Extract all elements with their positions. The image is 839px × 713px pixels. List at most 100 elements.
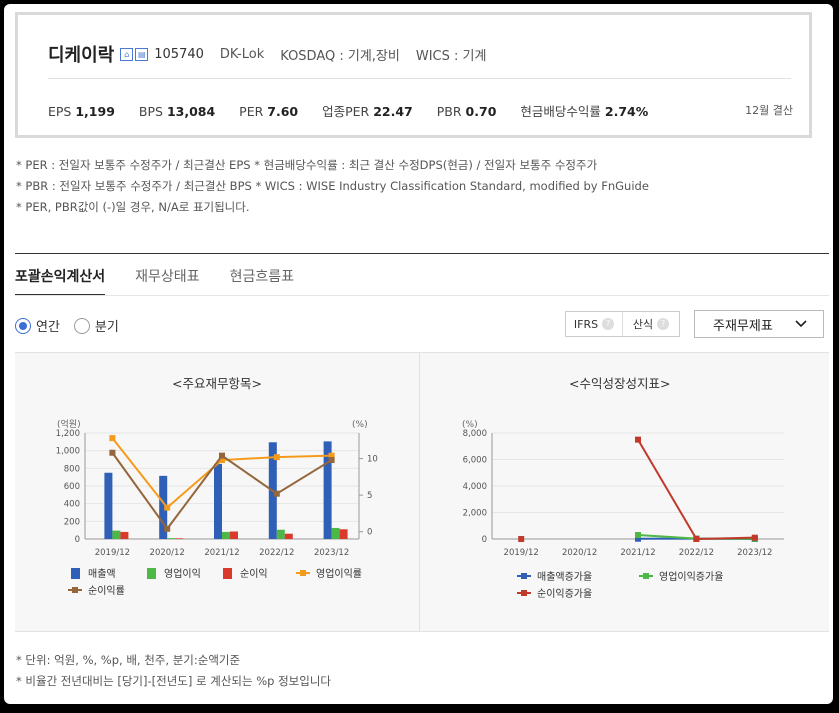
chart1-title: <주요재무항목> [172, 376, 262, 391]
panel-divider [419, 353, 420, 631]
note-line: * PER, PBR값이 (-)일 경우, N/A로 표기됩니다. [16, 200, 250, 214]
ir-icon[interactable]: ▤ [135, 47, 149, 61]
line-순이익증가율 [637, 439, 755, 541]
y-tick-label: 1,200 [56, 429, 80, 439]
point-영업이익률 [109, 435, 116, 442]
point-영업이익률 [219, 457, 225, 464]
bar-순이익 [120, 531, 129, 539]
point-순이익증가율 [751, 534, 758, 541]
radio-annual-label: 연간 [36, 320, 60, 335]
bar-순이익 [284, 533, 293, 539]
y2-tick-label: 10 [367, 455, 378, 465]
notes: * PER : 전일자 보통주 수정주가 / 최근결산 EPS * 현금배당수익… [16, 155, 649, 218]
metric-eps: EPS 1,199 [48, 104, 115, 119]
bar-영업이익 [331, 527, 340, 539]
point-순이익증가율 [518, 536, 525, 542]
bar-영업이익 [222, 531, 230, 539]
home-icon[interactable]: ⌂ [120, 47, 134, 61]
y2-axis-label: (%) [352, 420, 368, 430]
legend-label: 영업이익증가율 [659, 570, 723, 583]
bar-매출액 [323, 441, 332, 539]
help-icon[interactable]: ? [657, 318, 670, 330]
radio-quarter-circle[interactable] [73, 317, 90, 334]
y-tick-label: 0 [482, 535, 487, 545]
y-tick-label: 600 [64, 482, 80, 492]
metric-per: PER 7.60 [239, 104, 299, 119]
ifrs-button[interactable]: IFRS? [566, 318, 622, 331]
x-tick-label: 2019/12 [95, 548, 130, 558]
tab-income-statement[interactable]: 포괄손익계산서 [15, 266, 106, 296]
bar-순이익 [230, 531, 238, 539]
radio-quarter-label: 분기 [94, 320, 119, 335]
statement-type-dropdown[interactable]: 주재무제표 [694, 310, 824, 338]
legend-label: 순이익증가율 [537, 588, 592, 600]
x-tick-label: 2021/12 [204, 548, 239, 558]
y-axis-label: (억원) [57, 418, 81, 430]
bar-영업이익 [276, 529, 285, 539]
point-순이익률 [164, 525, 171, 532]
radio-quarter[interactable]: 분기 [73, 316, 119, 335]
footer-line: * 단위: 억원, %, %p, 배, 천주, 분기:순액기준 [16, 653, 241, 667]
x-tick-label: 2020/12 [562, 548, 597, 558]
bar-매출액 [214, 463, 222, 539]
y-tick-label: 400 [64, 500, 80, 510]
charts-panel: <주요재무항목> <수익성장성지표> (억원) (%) 0 200 400 600 800 1… [15, 352, 829, 632]
statement-tabs: 포괄손익계산서 재무상태표 현금흐름표 [15, 266, 324, 296]
metric-pbr: PBR 0.70 [436, 104, 497, 119]
legend-label: 순이익 [240, 568, 268, 580]
point-영업이익률 [164, 504, 171, 511]
note-line: * PER : 전일자 보통주 수정주가 / 최근결산 EPS * 현금배당수익… [16, 158, 598, 172]
point-순이익증가율 [693, 536, 700, 542]
point-순이익률 [109, 449, 116, 456]
metric-industry-per: 업종PER 22.47 [322, 104, 413, 119]
legend-label: 매출액증가율 [537, 571, 592, 583]
metric-bps: BPS 13,084 [138, 104, 216, 119]
legend-swatch [521, 573, 527, 579]
legend-swatch [223, 568, 232, 579]
tab-cash-flow[interactable]: 현금흐름표 [229, 269, 294, 285]
y-tick-label: 4,000 [463, 482, 487, 492]
footer-line: * 비율간 전년대비는 [당기]-[전년도] 로 계산되는 %p 정보입니다 [16, 674, 331, 688]
y-tick-label: 6,000 [463, 456, 487, 466]
financial-chart: (억원) (%) 0 200 400 600 800 1,000 1,200 0 5 10 2019/1… [56, 418, 378, 597]
legend-label: 영업이익률 [316, 567, 362, 580]
x-tick-label: 2021/12 [620, 548, 655, 558]
legend-label: 매출액 [88, 568, 116, 580]
note-line: * PBR : 전일자 보통주 수정주가 / 최근결산 BPS * WICS :… [16, 179, 649, 193]
company-summary-box: 디케이락 ⌂ ▤ 105740 DK-Lok KOSDAQ : 기계,장비 WI… [15, 12, 812, 138]
period-selector: 연간 분기 [15, 316, 133, 335]
x-tick-label: 2022/12 [679, 548, 714, 558]
company-eng-name: DK-Lok [219, 46, 265, 62]
point-영업이익률 [328, 452, 335, 459]
legend-swatch [147, 568, 156, 579]
stock-code: 105740 [154, 46, 204, 62]
point-순이익률 [219, 452, 225, 459]
bar-매출액 [159, 475, 168, 539]
x-tick-label: 2019/12 [504, 548, 539, 558]
radio-annual[interactable]: 연간 [15, 316, 60, 335]
growth-chart: (%) 0 2,000 4,000 6,000 8,000 2019/12 2020/12 20… [462, 420, 784, 600]
y-tick-label: 8,000 [463, 429, 487, 439]
point-영업이익증가율 [635, 532, 641, 539]
bar-매출액 [104, 472, 113, 539]
x-tick-label: 2020/12 [150, 548, 185, 558]
y-tick-label: 800 [64, 464, 80, 474]
chevron-down-icon [795, 320, 807, 328]
y-tick-label: 200 [64, 517, 80, 527]
bar-영업이익 [167, 538, 176, 539]
legend-swatch [521, 590, 527, 596]
legend-swatch [72, 587, 78, 593]
radio-annual-circle[interactable] [15, 317, 31, 334]
help-icon[interactable]: ? [602, 318, 615, 330]
metrics-row: EPS 1,199 BPS 13,084 PER 7.60 업종PER 22.4… [48, 101, 668, 120]
y-tick-label: 0 [75, 535, 80, 545]
calc-button[interactable]: 산식? [622, 312, 679, 336]
legend-label: 순이익률 [88, 585, 125, 597]
legend-swatch [300, 570, 306, 576]
dropdown-value: 주재무제표 [713, 318, 773, 334]
tab-balance-sheet[interactable]: 재무상태표 [135, 269, 200, 285]
legend-swatch [71, 568, 80, 579]
point-매출액증가율 [635, 535, 641, 542]
bar-순이익 [339, 529, 348, 539]
point-영업이익률 [273, 454, 280, 461]
